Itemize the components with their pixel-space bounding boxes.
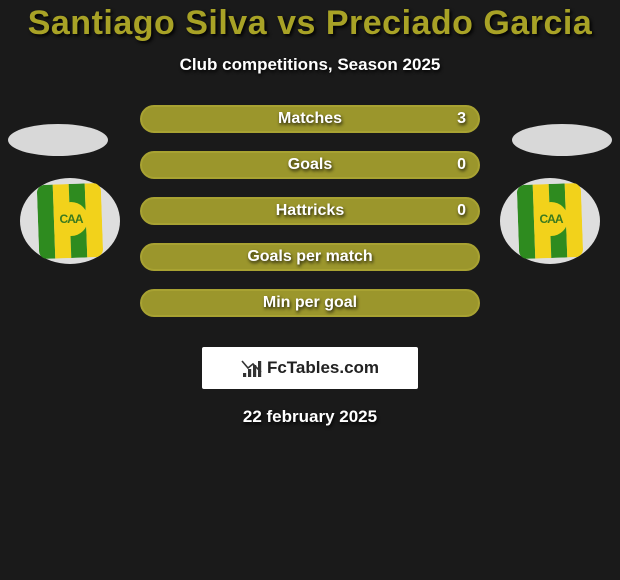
stat-row-goals-per-match: Goals per match xyxy=(140,243,480,271)
stat-value: 3 xyxy=(457,110,466,128)
stat-row-matches: Matches 3 xyxy=(140,105,480,133)
player-slot-left xyxy=(8,124,108,156)
club-crest-left: CAA xyxy=(20,178,120,264)
stat-value: 0 xyxy=(457,156,466,174)
comparison-card: Santiago Silva vs Preciado Garcia Club c… xyxy=(0,0,620,580)
watermark: FcTables.com xyxy=(202,347,418,389)
club-crest-right: CAA xyxy=(500,178,600,264)
stat-value: 0 xyxy=(457,202,466,220)
stat-row-hattricks: Hattricks 0 xyxy=(140,197,480,225)
stat-row-goals: Goals 0 xyxy=(140,151,480,179)
stat-label: Min per goal xyxy=(263,294,357,312)
stat-label: Goals xyxy=(288,156,332,174)
crest-badge: CAA xyxy=(534,202,568,236)
stat-label: Matches xyxy=(278,110,342,128)
player-slot-right xyxy=(512,124,612,156)
date-label: 22 february 2025 xyxy=(0,407,620,427)
page-title: Santiago Silva vs Preciado Garcia xyxy=(0,4,620,43)
crest-badge: CAA xyxy=(54,202,88,236)
stat-label: Hattricks xyxy=(276,202,344,220)
watermark-text: FcTables.com xyxy=(267,358,379,378)
stat-label: Goals per match xyxy=(247,248,372,266)
stat-row-min-per-goal: Min per goal xyxy=(140,289,480,317)
chart-icon xyxy=(241,359,263,377)
subtitle: Club competitions, Season 2025 xyxy=(0,55,620,75)
